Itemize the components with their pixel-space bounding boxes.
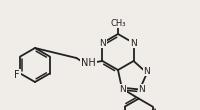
Text: NH: NH — [81, 58, 95, 68]
Text: N: N — [119, 85, 125, 94]
Text: N: N — [130, 38, 136, 48]
Text: CH₃: CH₃ — [110, 18, 125, 28]
Text: N: N — [99, 38, 105, 48]
Text: F: F — [14, 70, 20, 80]
Text: N: N — [138, 85, 144, 94]
Text: N: N — [143, 67, 150, 76]
